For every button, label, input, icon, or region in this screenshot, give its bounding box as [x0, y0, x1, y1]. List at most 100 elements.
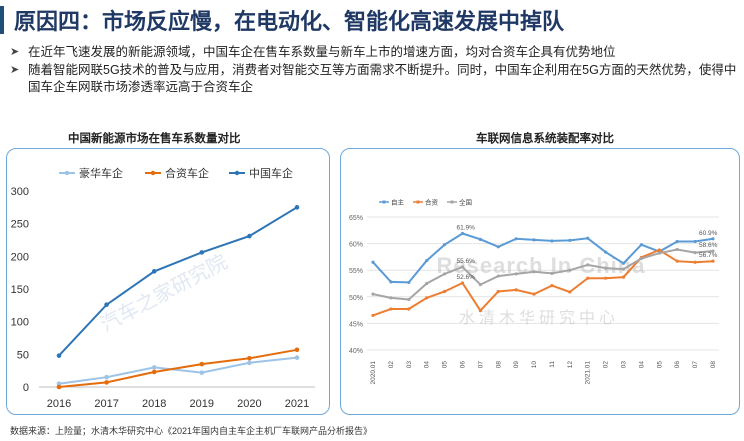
x-tick-label: 07: [692, 361, 699, 369]
x-tick-label: 03: [621, 361, 628, 369]
bullet-item: ➤ 随着智能网联5G技术的普及与应用，消费者对智能交互等方面需求不断提升。同时，…: [10, 62, 738, 96]
y-tick-label: 50%: [349, 295, 363, 302]
data-point: [496, 245, 500, 249]
x-tick-label: 06: [459, 361, 466, 369]
y-tick-label: 55%: [349, 268, 363, 275]
data-point: [460, 265, 465, 269]
data-point: [425, 259, 429, 263]
bullet-text: 随着智能网联5G技术的普及与应用，消费者对智能交互等方面需求不断提升。同时，中国…: [28, 63, 737, 94]
data-point: [104, 302, 109, 307]
series-line-3: [372, 248, 714, 301]
series-line-2: [372, 248, 714, 317]
data-point: [514, 272, 518, 276]
left-chart-panel: 汽车之家研究院 0 50 100 150 200 250 300 2016 2017 2018 201…: [6, 148, 330, 415]
x-tick-label: 10: [531, 361, 538, 369]
x-tick-label: 06: [674, 361, 681, 369]
data-point: [294, 355, 300, 360]
right-chart-panel: 40% 45% 50% 55% 60% 65% Research In China 水清木华研…: [340, 148, 740, 415]
data-point: [496, 289, 500, 294]
data-point: [247, 355, 252, 361]
x-tick-label: 2016: [47, 398, 71, 410]
data-point: [460, 281, 465, 285]
data-point: [621, 267, 626, 271]
data-label: 56.7%: [699, 252, 718, 259]
legend-label-3: 全国: [459, 198, 472, 207]
y-tick-label: 200: [11, 251, 29, 263]
arrow-bullet-icon: ➤: [10, 64, 20, 76]
x-tick-label: 09: [513, 361, 520, 369]
x-tick-label: 02: [603, 361, 610, 369]
data-point: [604, 250, 608, 254]
data-point: [151, 369, 157, 375]
data-point: [389, 307, 393, 311]
data-point: [478, 309, 482, 313]
series-line-3: [58, 206, 298, 357]
new-energy-series-chart: 汽车之家研究院 0 50 100 150 200 250 300 2016 2017 2018 201…: [11, 166, 315, 410]
y-tick-label: 45%: [349, 321, 363, 328]
x-tick-label: 2020.01: [370, 361, 377, 385]
legend-marker-2: [416, 200, 420, 204]
x-tick-label: 08: [495, 361, 502, 369]
data-point: [639, 256, 644, 261]
data-point: [407, 297, 411, 302]
data-point: [532, 292, 536, 296]
data-point: [442, 272, 447, 276]
data-point: [294, 205, 300, 210]
data-point: [586, 236, 590, 240]
y-tick-label: 65%: [349, 215, 363, 222]
data-point: [56, 381, 62, 387]
data-point: [514, 237, 518, 241]
data-point: [151, 269, 157, 274]
x-tick-label: 08: [710, 361, 717, 369]
data-label: 52.6%: [456, 274, 475, 281]
data-point: [407, 307, 411, 311]
data-point: [514, 288, 518, 292]
x-tick-label: 07: [477, 361, 484, 369]
data-point: [568, 268, 572, 272]
data-point: [56, 384, 62, 390]
y-tick-label: 300: [11, 186, 29, 198]
data-point: [371, 313, 375, 318]
watermark-text: 水清木华研究中心: [459, 309, 619, 327]
data-label: 55.6%: [456, 258, 475, 265]
data-source-note: 数据来源：上险量；水清木华研究中心《2021年国内自主车企主机厂车联网产品分析报…: [10, 426, 373, 436]
data-point: [675, 239, 679, 244]
watermark-text: 汽车之家研究院: [97, 250, 231, 336]
data-point: [478, 282, 482, 287]
data-point: [389, 296, 393, 300]
data-point: [586, 276, 590, 280]
data-point: [371, 292, 375, 296]
data-point: [711, 237, 715, 241]
title-accent-bar: [0, 6, 4, 34]
data-point: [460, 231, 465, 236]
title-bar: 原因四：市场反应慢，在电动化、智能化高速发展中掉队: [0, 0, 744, 38]
data-label: 58.6%: [699, 242, 718, 249]
telematics-rate-chart: 40% 45% 50% 55% 60% 65% Research In China 水清木华研…: [349, 198, 719, 385]
data-point: [604, 266, 608, 270]
data-point: [621, 275, 626, 279]
data-point: [604, 276, 608, 280]
y-tick-label: 40%: [349, 348, 363, 355]
data-point: [675, 259, 679, 263]
bullet-text: 在近年飞速发展的新能源领域，中国车企在售车系数量与新车上市的增速方面，均对合资车…: [28, 45, 616, 59]
data-point: [478, 237, 482, 241]
data-point: [407, 280, 411, 285]
x-tick-label: 04: [638, 361, 645, 369]
data-point: [550, 239, 554, 243]
legend-label-1: 自主: [391, 198, 405, 207]
data-point: [151, 365, 157, 370]
data-point: [425, 281, 429, 286]
data-point: [442, 243, 447, 247]
x-tick-label: 02: [388, 361, 395, 369]
data-point: [56, 353, 62, 358]
data-point: [693, 260, 697, 264]
data-point: [568, 290, 572, 294]
left-chart-title: 中国新能源市场在售车系数量对比: [68, 133, 241, 145]
watermark-text: Research In China: [437, 253, 646, 278]
legend-marker-2: [150, 170, 156, 176]
y-tick-label: 0: [23, 382, 29, 394]
x-tick-label: 2021: [285, 398, 309, 410]
legend-marker-1: [64, 170, 70, 176]
legend-marker-1: [382, 200, 386, 204]
x-tick-label: 12: [567, 361, 574, 369]
